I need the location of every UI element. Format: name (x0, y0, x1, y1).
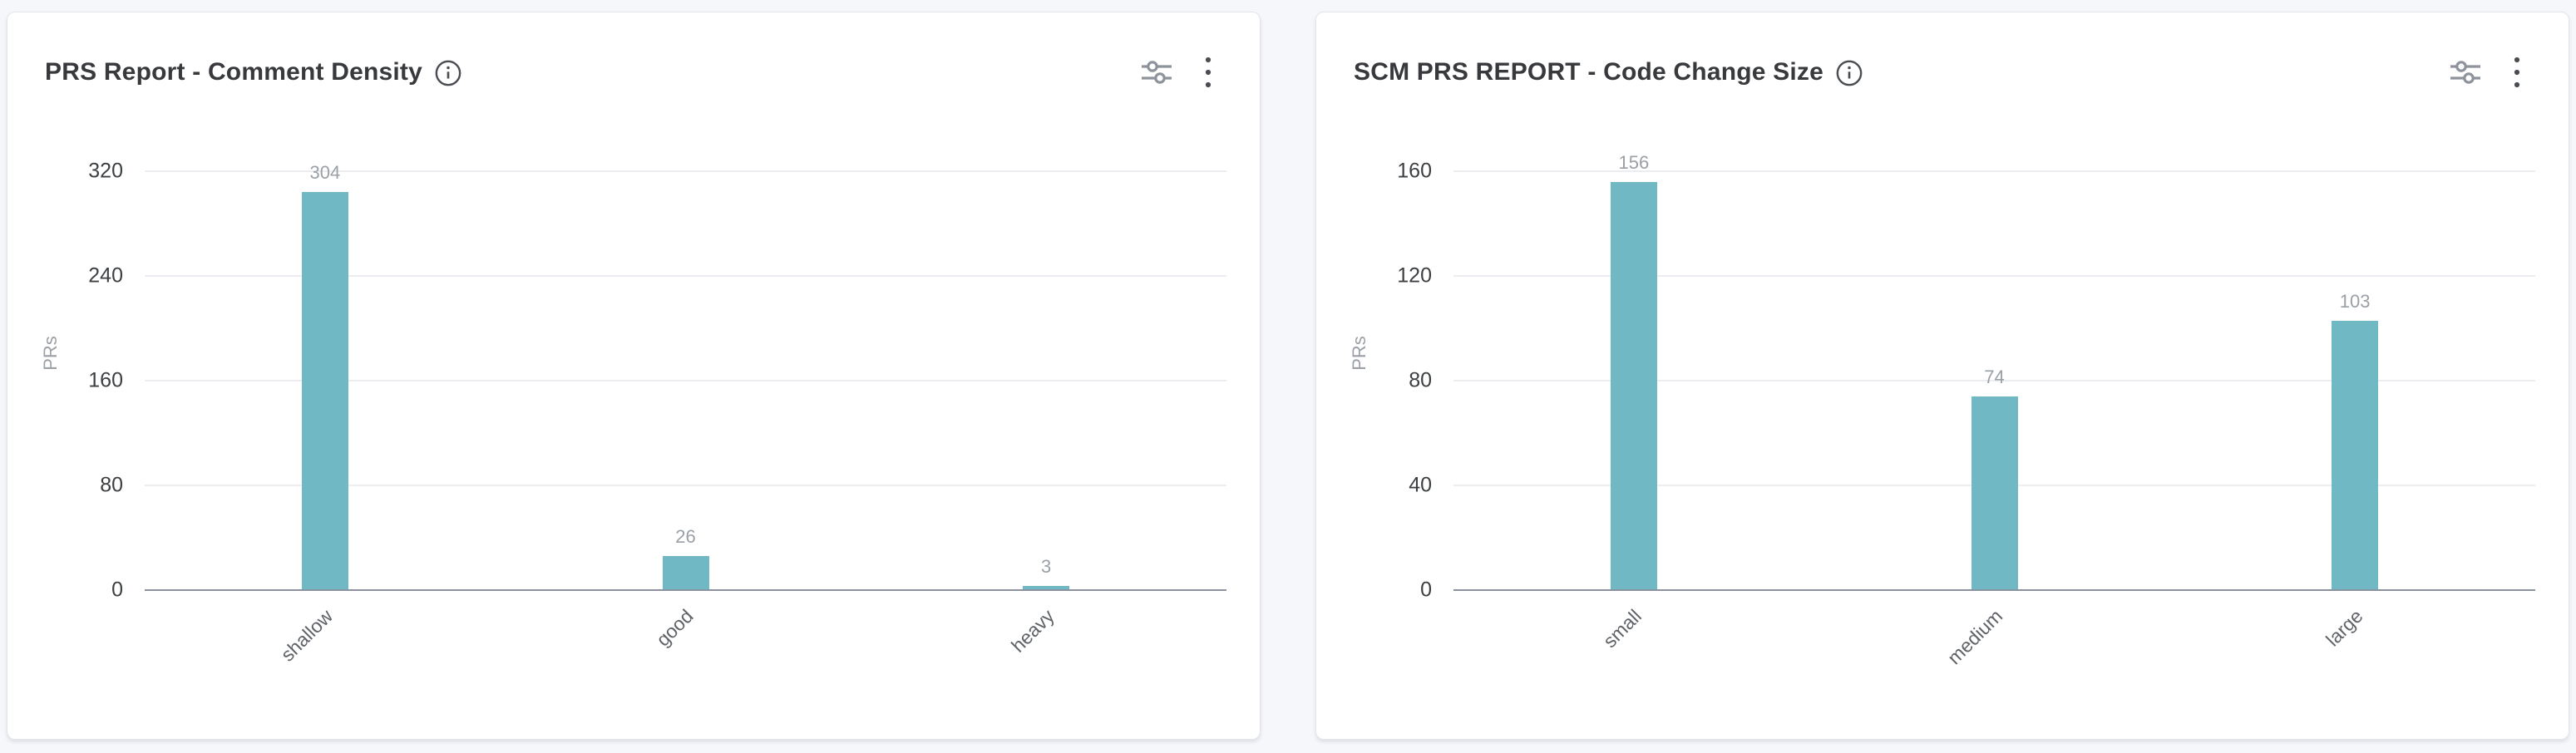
bar-good[interactable] (662, 556, 709, 590)
title-row: SCM PRS REPORT - Code Change Size (1354, 57, 1863, 87)
y-tick-label: 160 (88, 368, 123, 392)
gridline (145, 170, 1226, 172)
card-header: SCM PRS REPORT - Code Change Size (1316, 12, 2569, 89)
x-category-label-text: medium (1942, 605, 2006, 669)
y-tick-label: 40 (1409, 473, 1432, 497)
x-category-label-text: good (652, 605, 698, 651)
x-category-label-text: large (2321, 605, 2367, 651)
x-axis-line (145, 589, 1226, 591)
bar-shallow[interactable] (301, 192, 348, 590)
plot-area: 0 40 80 120 160 156 small 74 medium 103 large (1397, 152, 2535, 668)
gridline (145, 275, 1226, 277)
header-actions (2450, 56, 2520, 89)
filter-sliders-icon[interactable] (2450, 58, 2480, 86)
card-code-change-size: SCM PRS REPORT - Code Change Size (1315, 12, 2569, 740)
y-axis-title: PRs (1349, 336, 1369, 371)
gridline (1453, 380, 2535, 381)
plot-area: 0 80 160 240 320 304 shallow 26 good 3 heavy (88, 160, 1226, 666)
y-axis-title: PRs (40, 336, 61, 371)
bar-chart-comment-density: PRs 0 80 160 240 320 304 shallow 26 good 3 heavy (7, 12, 1260, 739)
y-tick-label: 0 (111, 578, 123, 602)
y-tick-label: 0 (1420, 578, 1432, 602)
kebab-menu-icon[interactable] (2514, 56, 2520, 89)
title-row: PRS Report - Comment Density (45, 57, 462, 87)
x-category-label-text: small (1598, 605, 1646, 652)
bar-large[interactable] (2332, 320, 2379, 590)
kebab-menu-icon[interactable] (1205, 56, 1212, 89)
bar-medium[interactable] (1971, 396, 2018, 590)
x-axis-line (1453, 589, 2535, 591)
bar-value-label: 26 (675, 526, 696, 548)
bar-value-label: 156 (1618, 151, 1650, 173)
bar-heavy[interactable] (1023, 586, 1070, 590)
info-icon[interactable] (1835, 59, 1863, 87)
x-category-label-text: shallow (276, 605, 338, 666)
bar-value-label: 3 (1041, 556, 1052, 578)
gridline (145, 485, 1226, 486)
bar-small[interactable] (1610, 181, 1657, 590)
header-actions (1142, 56, 1212, 89)
x-category-label-text: heavy (1006, 605, 1059, 657)
gridline (1453, 275, 2535, 277)
y-tick-label: 240 (88, 263, 123, 288)
y-tick-label: 80 (1409, 368, 1432, 392)
chart-title: PRS Report - Comment Density (45, 58, 422, 86)
chart-title: SCM PRS REPORT - Code Change Size (1354, 58, 1823, 86)
filter-sliders-icon[interactable] (1142, 58, 1172, 86)
card-header: PRS Report - Comment Density (7, 12, 1260, 89)
gridline (1453, 170, 2535, 172)
bar-value-label: 103 (2339, 290, 2371, 312)
y-tick-label: 320 (88, 159, 123, 183)
info-icon[interactable] (434, 59, 462, 87)
y-tick-label: 80 (100, 473, 123, 497)
gridline (145, 380, 1226, 381)
bar-value-label: 304 (309, 162, 341, 184)
y-tick-label: 160 (1397, 159, 1432, 183)
y-tick-label: 120 (1397, 263, 1432, 288)
card-comment-density: PRS Report - Comment Density (7, 12, 1261, 740)
bar-value-label: 74 (1984, 366, 2005, 387)
bar-chart-code-change-size: PRs 0 40 80 120 160 156 small 74 medium 103 large (1316, 12, 2569, 739)
